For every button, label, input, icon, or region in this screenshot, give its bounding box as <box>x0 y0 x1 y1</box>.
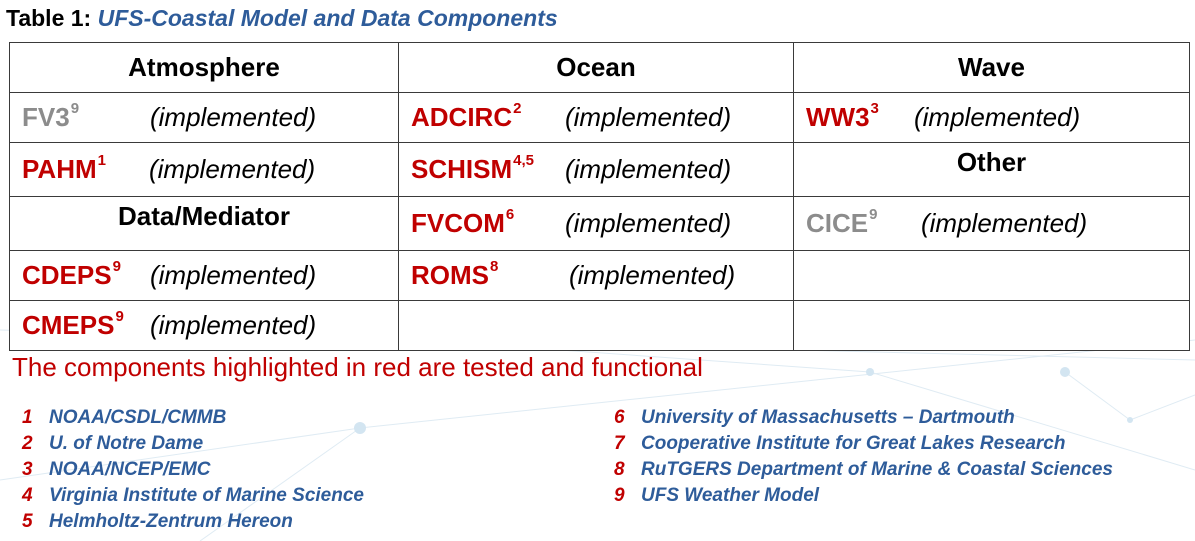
empty-cell <box>793 300 1190 351</box>
component-label: WW3 <box>806 102 870 132</box>
reference-item: 4 Virginia Institute of Marine Science <box>22 483 364 509</box>
header-atmosphere: Atmosphere <box>9 42 399 93</box>
component-label: CDEPS <box>22 260 112 290</box>
status-label: (implemented) <box>149 154 316 184</box>
header-data-mediator: Data/Mediator <box>9 196 399 251</box>
reference-number: 1 <box>22 407 33 428</box>
table-row: Data/Mediator FVCOM6 (implemented) CICE9… <box>9 196 1190 251</box>
cell-ww3: WW33 (implemented) <box>793 92 1190 143</box>
cell-cice: CICE9 (implemented) <box>793 196 1190 251</box>
reference-number: 4 <box>22 485 33 506</box>
component-name: FV39 <box>22 100 150 133</box>
reference-number: 2 <box>22 433 33 454</box>
reference-number: 5 <box>22 511 33 532</box>
cell-schism: SCHISM4,5 (implemented) <box>398 142 794 197</box>
cell-roms: ROMS8 (implemented) <box>398 250 794 301</box>
reference-item: 9 UFS Weather Model <box>614 483 1113 509</box>
header-ocean: Ocean <box>398 42 794 93</box>
status-label: (implemented) <box>914 102 1081 132</box>
reference-text: U. of Notre Dame <box>49 433 204 454</box>
references-left: 1 NOAA/CSDL/CMMB 2 U. of Notre Dame 3 NOAA/… <box>22 405 364 535</box>
status-label: (implemented) <box>150 102 317 132</box>
reference-text: UFS Weather Model <box>641 485 820 506</box>
reference-text: University of Massachusetts – Dartmouth <box>641 407 1015 428</box>
table-row: CDEPS9 (implemented) ROMS8 (implemented) <box>9 250 1190 301</box>
legend-note: The components highlighted in red are te… <box>12 352 703 382</box>
component-name: SCHISM4,5 <box>411 152 565 185</box>
reference-item: 8 RuTGERS Department of Marine & Coastal … <box>614 457 1113 483</box>
component-label: ROMS <box>411 260 489 290</box>
reference-number: 3 <box>22 459 33 480</box>
status-label: (implemented) <box>921 208 1088 238</box>
component-ref: 2 <box>513 100 522 118</box>
cell-cdeps: CDEPS9 (implemented) <box>9 250 399 301</box>
table-row: CMEPS9 (implemented) <box>9 300 1190 351</box>
cell-fv3: FV39 (implemented) <box>9 92 399 143</box>
reference-item: 2 U. of Notre Dame <box>22 431 364 457</box>
status-label: (implemented) <box>569 260 736 290</box>
component-label: CICE <box>806 208 869 238</box>
component-name: PAHM1 <box>22 152 149 185</box>
component-label: CMEPS <box>22 310 115 340</box>
reference-item: 3 NOAA/NCEP/EMC <box>22 457 364 483</box>
caption-prefix: Table 1: <box>6 5 92 31</box>
component-label: FV3 <box>22 102 70 132</box>
component-ref: 9 <box>869 206 878 224</box>
component-ref: 6 <box>505 206 515 224</box>
reference-number: 9 <box>614 485 625 506</box>
reference-text: Virginia Institute of Marine Science <box>49 485 364 506</box>
references-right: 6 University of Massachusetts – Dartmouth… <box>614 405 1113 509</box>
reference-number: 6 <box>614 407 625 428</box>
reference-item: 1 NOAA/CSDL/CMMB <box>22 405 364 431</box>
header-wave: Wave <box>793 42 1190 93</box>
cell-adcirc: ADCIRC2 (implemented) <box>398 92 794 143</box>
reference-item: 7 Cooperative Institute for Great Lakes R… <box>614 431 1113 457</box>
table-row: PAHM1 (implemented) SCHISM4,5 (implement… <box>9 142 1190 197</box>
component-ref: 1 <box>97 152 106 170</box>
reference-number: 7 <box>614 433 625 454</box>
reference-item: 6 University of Massachusetts – Dartmouth <box>614 405 1113 431</box>
cell-cmeps: CMEPS9 (implemented) <box>9 300 399 351</box>
table-row: FV39 (implemented) ADCIRC2 (implemented)… <box>9 92 1190 143</box>
component-name: WW33 <box>806 100 914 133</box>
status-label: (implemented) <box>150 260 317 290</box>
reference-item: 5 Helmholtz-Zentrum Hereon <box>22 509 364 535</box>
reference-text: RuTGERS Department of Marine & Coastal S… <box>641 459 1113 480</box>
component-label: FVCOM <box>411 208 505 238</box>
status-label: (implemented) <box>150 310 317 340</box>
component-name: CDEPS9 <box>22 258 150 291</box>
status-label: (implemented) <box>565 154 732 184</box>
component-label: SCHISM <box>411 154 513 184</box>
empty-cell <box>398 300 794 351</box>
component-ref: 3 <box>870 100 879 118</box>
cell-pahm: PAHM1 (implemented) <box>9 142 399 197</box>
component-ref: 9 <box>70 100 80 118</box>
component-label: PAHM <box>22 154 97 184</box>
caption-title: UFS-Coastal Model and Data Components <box>97 5 558 31</box>
table-caption: Table 1: UFS-Coastal Model and Data Comp… <box>6 5 558 32</box>
header-other: Other <box>793 142 1190 197</box>
component-name: FVCOM6 <box>411 206 565 239</box>
component-name: CMEPS9 <box>22 308 150 341</box>
reference-text: Helmholtz-Zentrum Hereon <box>49 511 293 532</box>
reference-text: Cooperative Institute for Great Lakes Re… <box>641 433 1066 454</box>
component-ref: 8 <box>490 258 499 276</box>
status-label: (implemented) <box>565 102 732 132</box>
component-label: ADCIRC <box>411 102 513 132</box>
component-name: ROMS8 <box>411 258 569 291</box>
component-ref: 9 <box>115 308 124 326</box>
component-name: ADCIRC2 <box>411 100 565 133</box>
component-ref: 9 <box>112 258 121 276</box>
table-header-row: Atmosphere Ocean Wave <box>9 42 1190 93</box>
status-label: (implemented) <box>565 208 732 238</box>
reference-text: NOAA/NCEP/EMC <box>49 459 211 480</box>
reference-number: 8 <box>614 459 625 480</box>
empty-cell <box>793 250 1190 301</box>
reference-text: NOAA/CSDL/CMMB <box>49 407 227 428</box>
component-name: CICE9 <box>806 206 921 239</box>
components-table: Atmosphere Ocean Wave FV39 (implemented)… <box>9 42 1190 351</box>
cell-fvcom: FVCOM6 (implemented) <box>398 196 794 251</box>
component-ref: 4,5 <box>513 152 534 170</box>
